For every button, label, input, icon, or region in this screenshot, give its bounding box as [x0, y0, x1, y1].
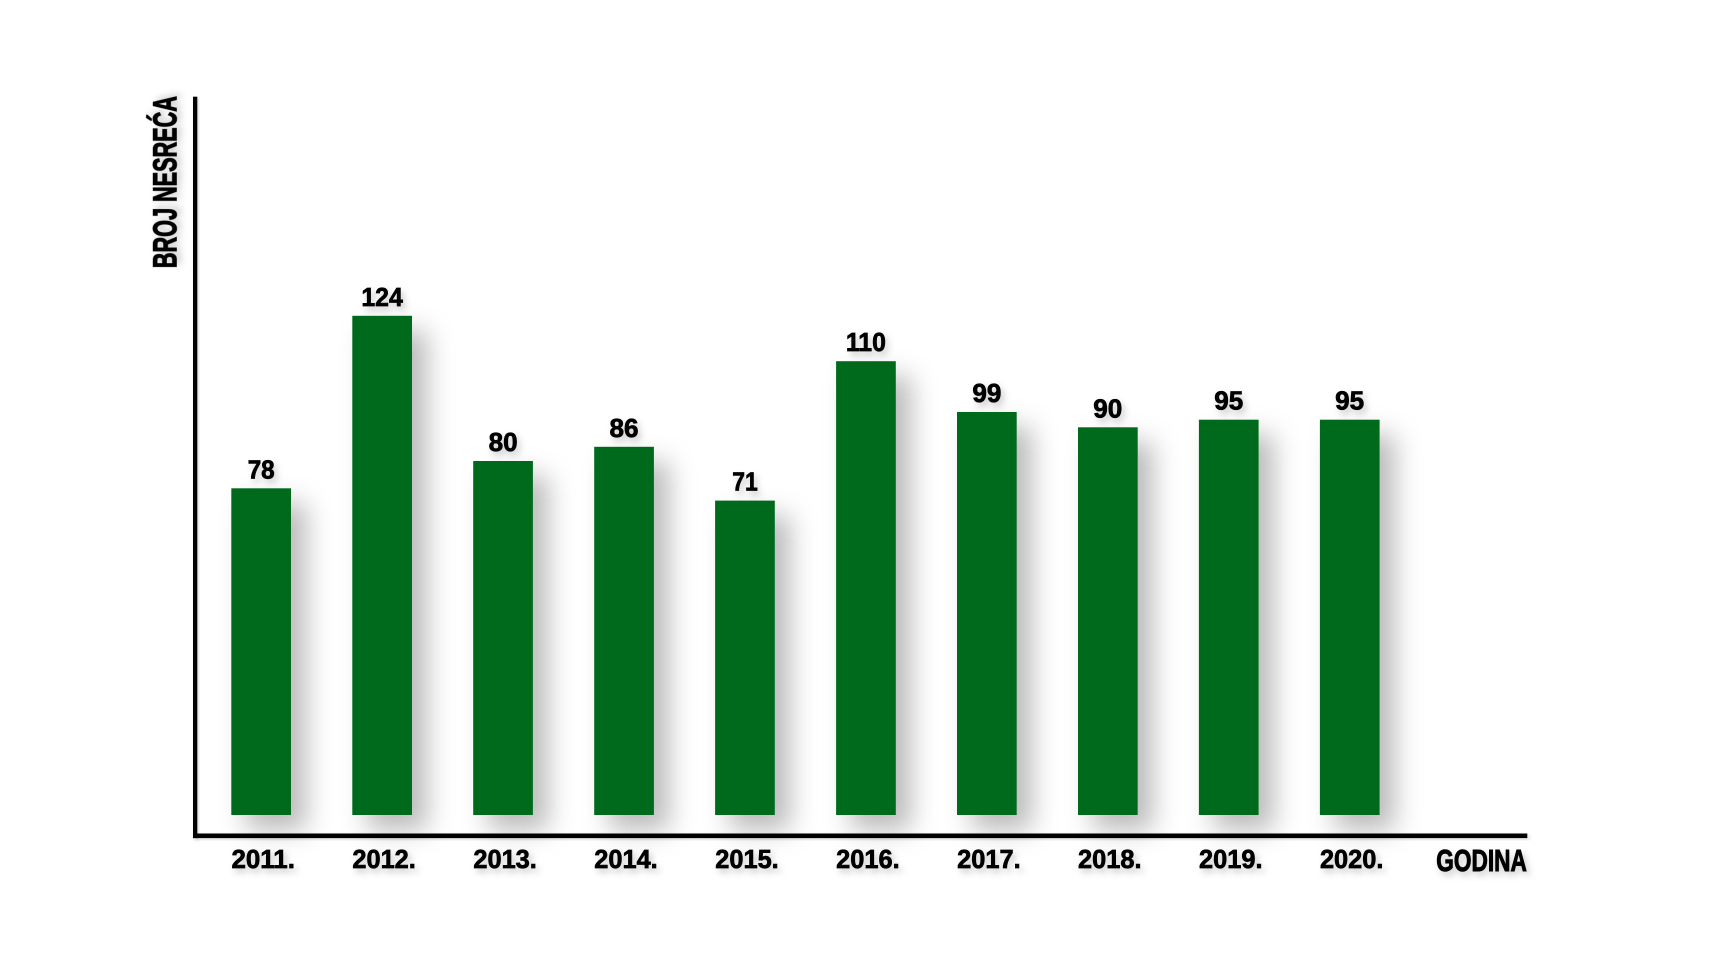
svg-text:2018.: 2018.: [1078, 844, 1142, 874]
svg-text:2017.: 2017.: [957, 844, 1021, 874]
svg-text:90: 90: [1093, 393, 1122, 423]
svg-text:71: 71: [732, 467, 758, 497]
svg-text:86: 86: [610, 413, 639, 443]
svg-text:2019.: 2019.: [1199, 844, 1263, 874]
svg-text:95: 95: [1214, 386, 1243, 416]
svg-text:2011.: 2011.: [231, 844, 295, 874]
svg-text:2015.: 2015.: [715, 844, 779, 874]
svg-text:2016.: 2016.: [836, 844, 900, 874]
svg-text:78: 78: [248, 454, 275, 484]
svg-text:2013.: 2013.: [473, 844, 537, 874]
svg-text:80: 80: [489, 427, 518, 457]
svg-text:GODINA: GODINA: [1436, 845, 1527, 878]
svg-text:BROJ NESREĆA: BROJ NESREĆA: [146, 96, 183, 268]
svg-text:95: 95: [1335, 386, 1364, 416]
svg-text:2012.: 2012.: [352, 844, 416, 874]
svg-text:110: 110: [846, 327, 886, 357]
svg-text:2020.: 2020.: [1320, 844, 1384, 874]
svg-text:99: 99: [972, 378, 1001, 408]
svg-text:124: 124: [361, 282, 403, 312]
svg-text:2014.: 2014.: [594, 844, 658, 874]
